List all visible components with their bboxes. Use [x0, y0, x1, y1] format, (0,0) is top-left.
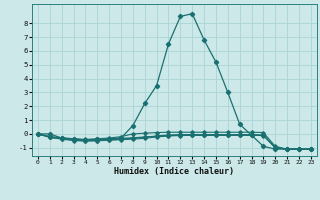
- X-axis label: Humidex (Indice chaleur): Humidex (Indice chaleur): [115, 167, 234, 176]
